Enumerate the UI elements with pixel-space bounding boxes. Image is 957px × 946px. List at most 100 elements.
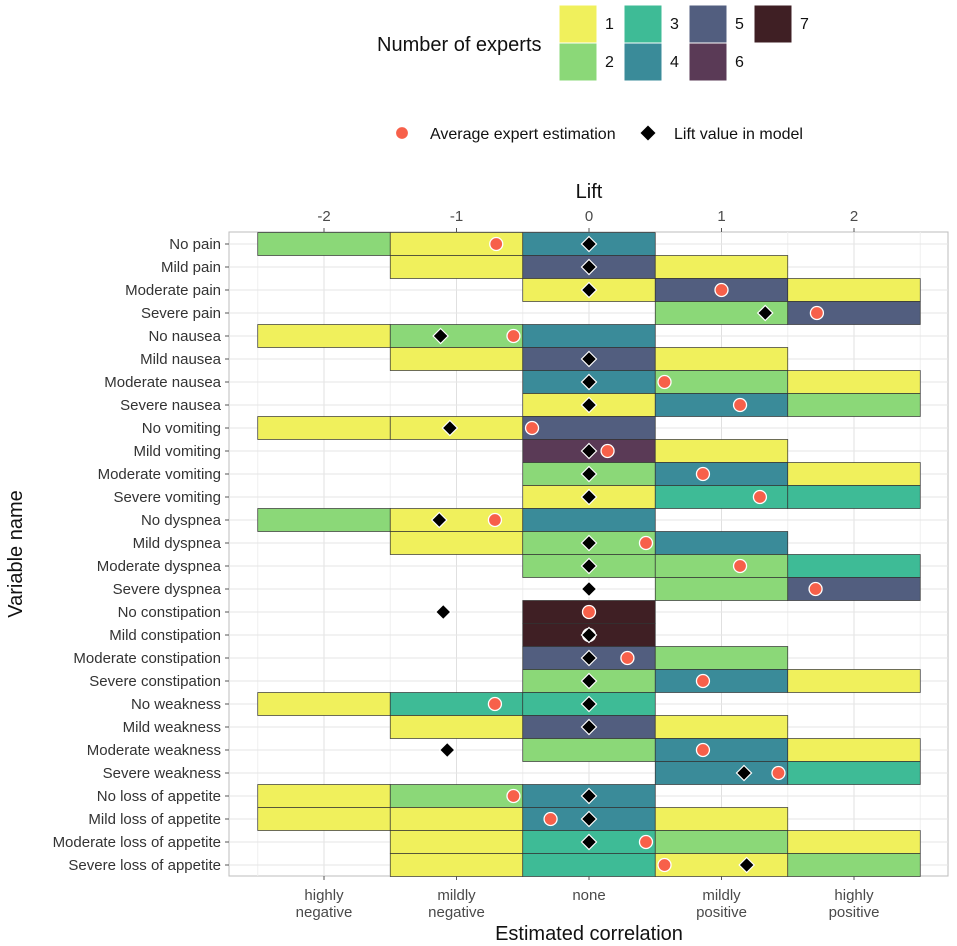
lift-point <box>580 672 598 690</box>
tile <box>522 853 656 877</box>
y-tick-label: Mild constipation <box>109 627 221 644</box>
tile <box>654 646 789 670</box>
tile <box>787 669 921 693</box>
tile <box>654 715 789 739</box>
avg-expert-point <box>695 466 711 482</box>
legend-swatch <box>753 4 793 44</box>
y-tick-label: Severe dyspnea <box>113 581 222 598</box>
bottom-tick-label: highly positive <box>829 887 880 921</box>
y-tick-label: Severe vomiting <box>113 489 221 506</box>
tile <box>389 715 524 739</box>
tile <box>654 554 789 578</box>
lift-point <box>580 396 598 414</box>
bottom-tick-label: mildly negative <box>428 887 485 921</box>
y-tick-label: Mild pain <box>161 259 221 276</box>
avg-expert-point <box>752 489 768 505</box>
legend-avg-marker <box>394 125 410 141</box>
tile <box>522 738 656 762</box>
avg-expert-point <box>487 512 503 528</box>
y-tick-label: Mild nausea <box>140 351 222 368</box>
tile <box>654 830 789 854</box>
lift-point <box>580 235 598 253</box>
y-tick-label: Moderate vomiting <box>98 466 221 483</box>
lift-point <box>438 741 456 759</box>
y-tick-label: Severe nausea <box>120 397 222 414</box>
avg-expert-point <box>695 673 711 689</box>
tile <box>389 830 524 854</box>
y-tick-label: Moderate constipation <box>73 650 221 667</box>
bottom-tick-label: none <box>572 887 605 904</box>
top-tick-label: 1 <box>717 208 725 225</box>
lift-point <box>434 603 452 621</box>
tile <box>787 370 921 394</box>
tile <box>787 485 921 509</box>
avg-expert-point <box>657 857 672 873</box>
y-axis-title: Variable name <box>5 490 27 617</box>
top-axis-ticks: -2 -1 0 1 2 <box>317 208 858 232</box>
y-tick-label: Moderate loss of appetite <box>53 834 221 851</box>
y-tick-label: No dyspnea <box>141 512 222 529</box>
avg-expert-point <box>695 742 711 758</box>
legend-lift-label: Lift value in model <box>674 126 803 143</box>
tile <box>389 508 524 532</box>
lift-point <box>580 373 598 391</box>
tile <box>654 393 789 417</box>
tile <box>654 531 789 555</box>
avg-expert-point <box>657 374 672 390</box>
tile <box>257 692 391 716</box>
tile <box>522 416 656 440</box>
top-axis-title: Lift <box>576 181 603 203</box>
avg-expert-point <box>732 397 748 413</box>
lift-point <box>580 718 598 736</box>
y-tick-label: No weakness <box>131 696 221 713</box>
lift-point <box>738 856 756 874</box>
lift-point <box>580 442 598 460</box>
legend-swatch <box>623 4 663 44</box>
tile <box>389 784 524 808</box>
tile <box>654 255 789 279</box>
lift-point <box>735 764 753 782</box>
bottom-tick-label: mildly positive <box>696 887 747 921</box>
avg-expert-point <box>600 443 615 459</box>
y-tick-label: Mild weakness <box>123 719 221 736</box>
tile <box>654 577 789 601</box>
tile <box>654 669 789 693</box>
tile <box>257 324 391 348</box>
avg-expert-point <box>809 305 825 321</box>
lift-point <box>580 557 598 575</box>
top-tick-label: 2 <box>850 208 858 225</box>
lift-point <box>580 534 598 552</box>
tile <box>257 784 391 808</box>
legend-title: Number of experts <box>377 34 542 56</box>
tile <box>257 232 391 256</box>
legend-swatch <box>623 42 663 82</box>
y-tick-label: Moderate pain <box>125 282 221 299</box>
lift-point <box>580 350 598 368</box>
tile <box>787 830 921 854</box>
top-tick-label: -1 <box>450 208 463 225</box>
y-tick-label: Moderate dyspnea <box>97 558 222 575</box>
tile <box>787 301 921 325</box>
tile <box>654 462 789 486</box>
y-tick-label: Mild dyspnea <box>133 535 222 552</box>
y-tick-label: Moderate nausea <box>104 374 221 391</box>
top-tick-label: -2 <box>317 208 330 225</box>
tile <box>654 853 789 877</box>
legend-lift-marker <box>640 125 656 141</box>
lift-point <box>430 511 448 529</box>
tile <box>257 807 391 831</box>
lift-point <box>756 304 774 322</box>
y-tick-label: Mild loss of appetite <box>88 811 221 828</box>
bottom-tick-label: highly negative <box>296 887 353 921</box>
tile <box>787 393 921 417</box>
legend-swatch-label: 3 <box>670 16 679 33</box>
tile <box>654 347 789 371</box>
avg-expert-point <box>638 834 654 850</box>
legend-swatch-label: 5 <box>735 16 744 33</box>
avg-expert-point <box>543 811 558 827</box>
avg-expert-point <box>714 282 729 298</box>
lift-point <box>580 833 598 851</box>
legend-swatch-label: 7 <box>800 16 809 33</box>
legend-swatch <box>558 4 598 44</box>
